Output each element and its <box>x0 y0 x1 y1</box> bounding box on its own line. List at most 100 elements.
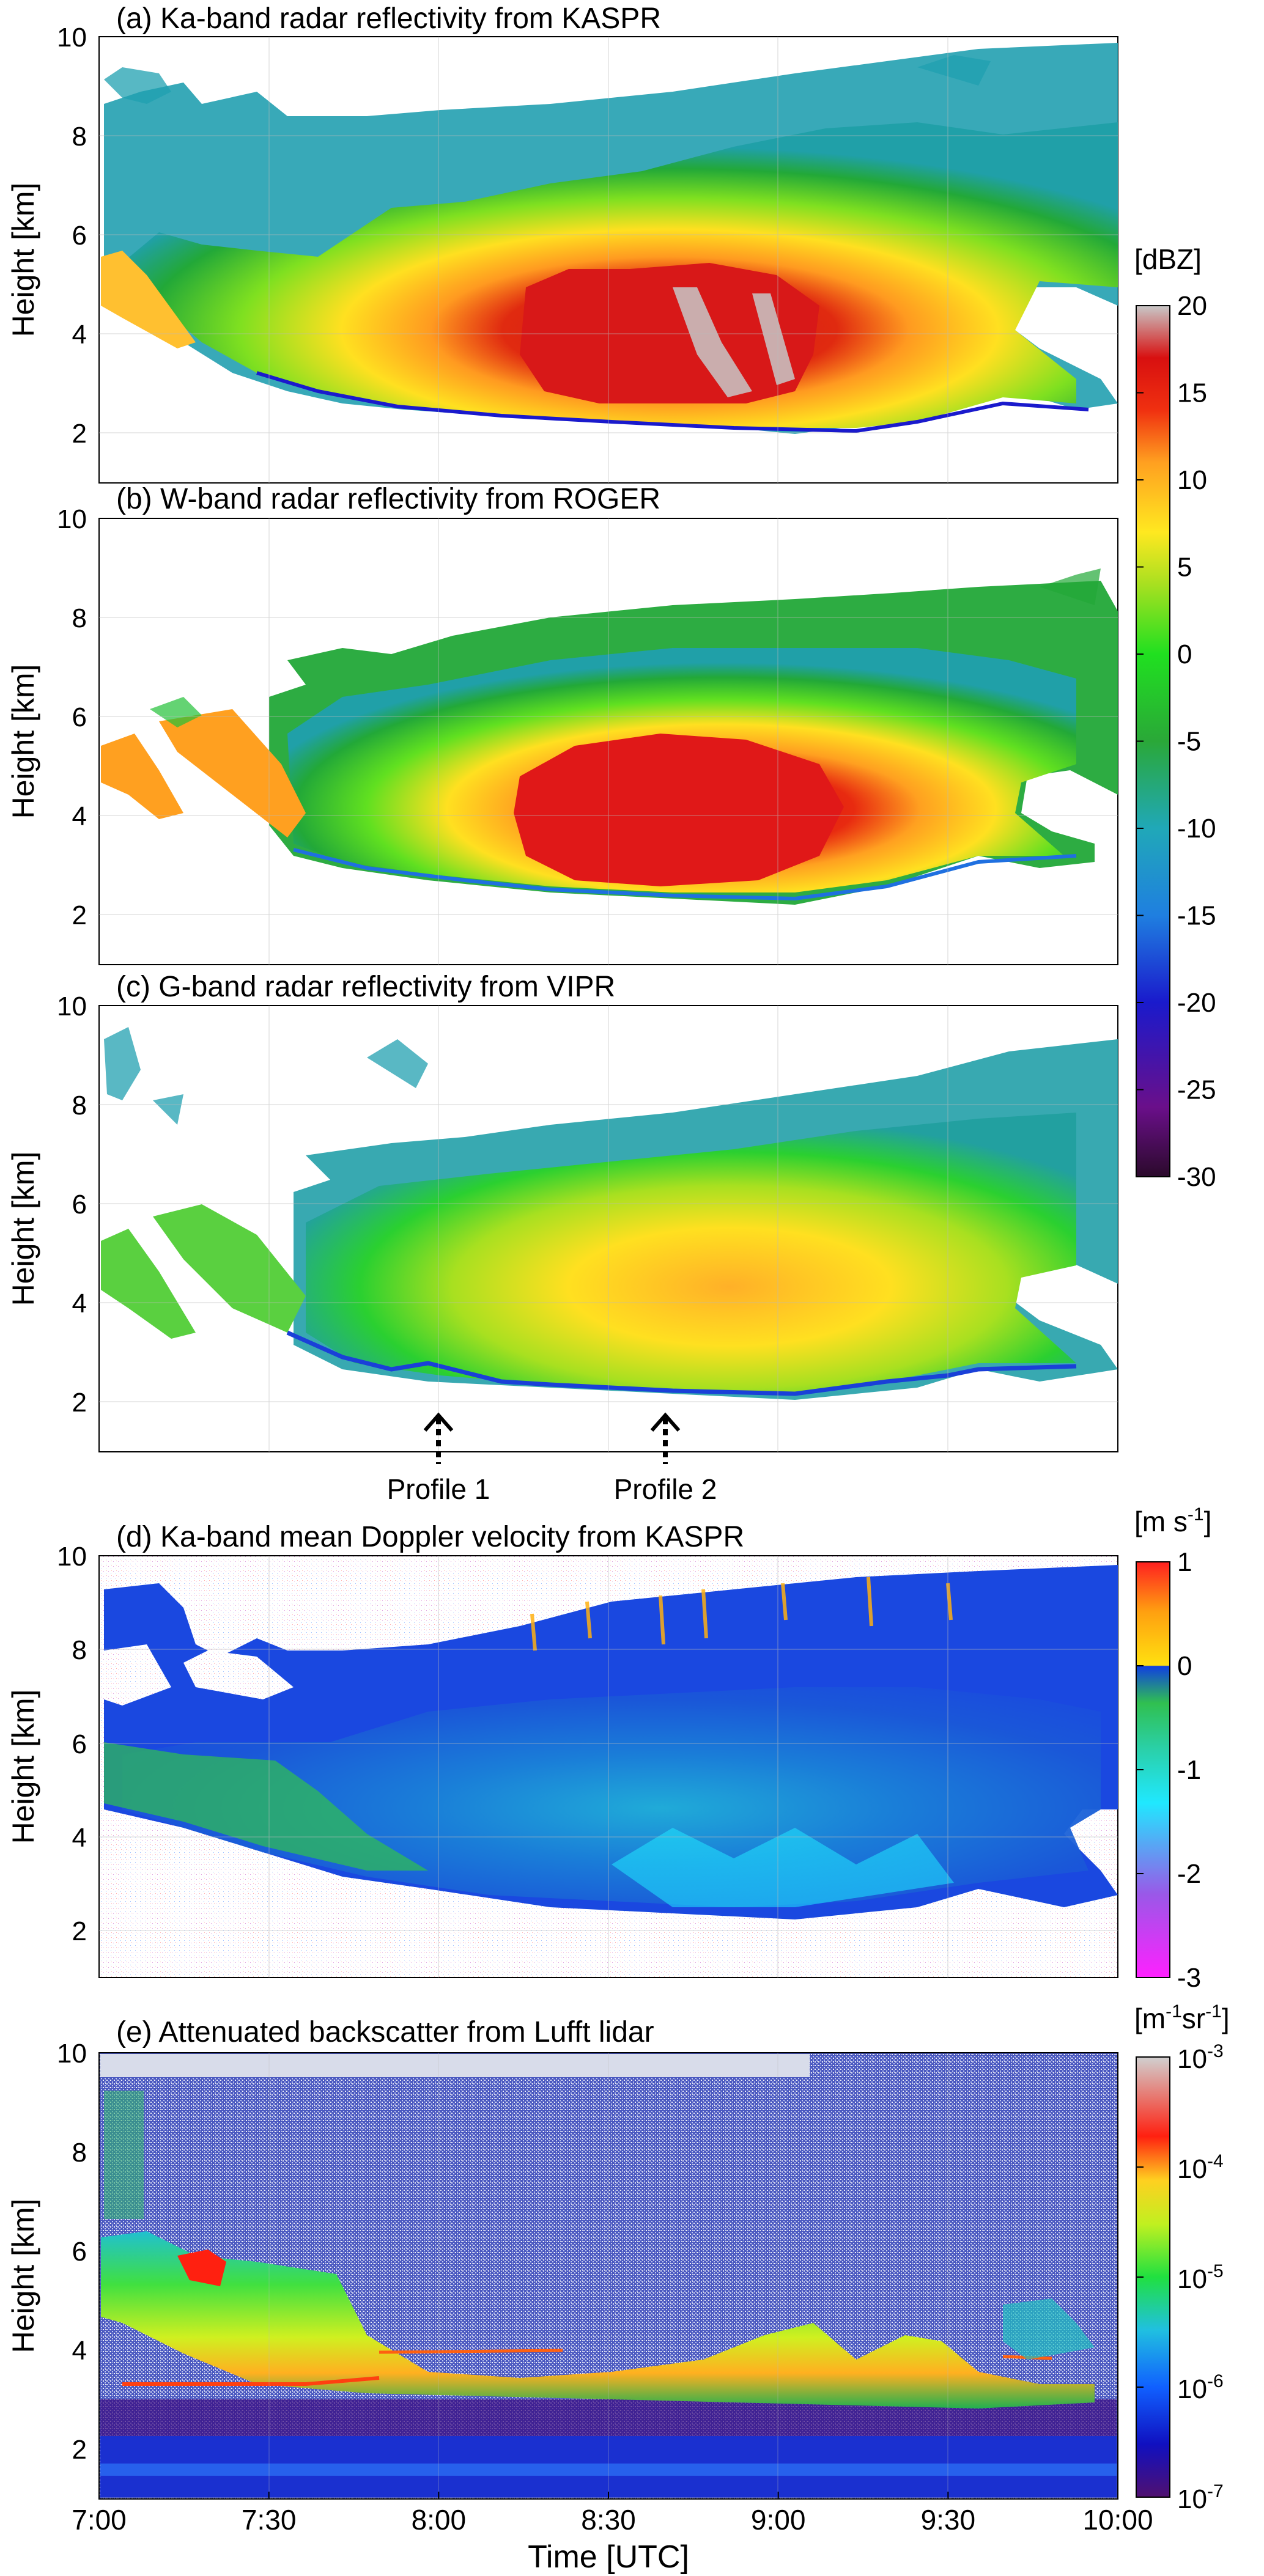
panel-d: (d) Ka-band mean Doppler velocity from K… <box>6 1504 1211 1993</box>
panel-b-left-strip-green <box>150 697 202 727</box>
panel-d-ytick-6: 6 <box>72 1729 87 1759</box>
profile-1-label: Profile 1 <box>387 1473 490 1505</box>
panel-e-xtick-label: 9:30 <box>921 2504 976 2536</box>
panel-b-title: (b) W-band radar reflectivity from ROGER <box>116 483 660 515</box>
panel-e-xtick-label: 10:00 <box>1082 2504 1153 2536</box>
panel-a-gridlines <box>99 37 1118 483</box>
panel-c-heatmap <box>101 1027 1118 1400</box>
panel-a-heatmap <box>101 43 1118 434</box>
reflectivity-colorbar: [dBZ] 20 15 10 5 0 -5 -10 -15 -20 -25 -30 <box>1134 243 1216 1192</box>
panel-e-cloud-right <box>1003 2298 1095 2360</box>
panel-b-top-cirrus <box>1040 569 1101 605</box>
panel-a-ylabel: Height [km] <box>6 183 40 337</box>
panel-e-surface-layer-light <box>100 2464 1117 2476</box>
panel-d-title: (d) Ka-band mean Doppler velocity from K… <box>116 1521 744 1553</box>
velocity-colorbar-tick-label: 1 <box>1177 1547 1192 1577</box>
profile-2-marker: Profile 2 <box>614 1412 717 1505</box>
reflectivity-colorbar-tick-label: 10 <box>1177 465 1207 495</box>
velocity-colorbar-ticks: 1 0 -1 -2 -3 <box>1136 1547 1201 1993</box>
profile-1-marker: Profile 1 <box>387 1412 490 1505</box>
panel-e-yticks: 10 8 6 4 2 <box>57 2039 87 2465</box>
reflectivity-colorbar-tick-label: 15 <box>1177 378 1207 408</box>
velocity-colorbar-tick-label: -3 <box>1177 1963 1201 1993</box>
panel-c-ylabel: Height [km] <box>6 1152 40 1306</box>
panel-d-cyan-lower <box>612 1828 954 1907</box>
panel-a-ytick-6: 6 <box>72 221 87 251</box>
reflectivity-colorbar-tick-label: -20 <box>1177 988 1216 1018</box>
panel-a-ytick-4: 4 <box>72 320 87 350</box>
panel-e-left-column <box>104 2091 144 2219</box>
reflectivity-colorbar-tick-label: -25 <box>1177 1075 1216 1105</box>
panel-e-ylabel: Height [km] <box>6 2199 40 2353</box>
panel-c-gridlines <box>99 1006 1118 1452</box>
panel-a-ytick-2: 2 <box>72 419 87 449</box>
panel-b-red-core <box>514 734 844 886</box>
panel-a: (a) Ka-band radar reflectivity from KASP… <box>6 2 1118 484</box>
lidar-colorbar-tick-label: 10-4 <box>1177 2151 1224 2184</box>
lidar-colorbar-unit: [m-1sr-1] <box>1134 2001 1230 2034</box>
lidar-colorbar-tick-label: 10-3 <box>1177 2041 1224 2074</box>
panel-c-ytick-10: 10 <box>57 992 87 1021</box>
panel-d-green-band <box>104 1742 428 1871</box>
lidar-colorbar-ticks: 10-3 10-4 10-5 10-6 10-7 <box>1136 2041 1224 2514</box>
panel-e-xtick-label: 7:00 <box>72 2504 127 2536</box>
panel-e-xtick-label: 7:30 <box>242 2504 297 2536</box>
panel-d-ytick-10: 10 <box>57 1542 87 1572</box>
lidar-colorbar-tick-label: 10-7 <box>1177 2481 1224 2514</box>
velocity-colorbar: [m s-1] 1 0 -1 -2 -3 <box>1134 1504 1211 1993</box>
reflectivity-colorbar-tick-label: -30 <box>1177 1162 1216 1192</box>
reflectivity-colorbar-tick-label: -10 <box>1177 814 1216 844</box>
panel-a-title: (a) Ka-band radar reflectivity from KASP… <box>116 2 661 35</box>
panel-e-cloud-layer <box>101 2231 1095 2409</box>
panel-e-xtick-label: 8:00 <box>412 2504 467 2536</box>
panel-b-ylabel: Height [km] <box>6 664 40 819</box>
reflectivity-colorbar-ticks: 20 15 10 5 0 -5 -10 -15 -20 -25 -30 <box>1136 291 1216 1192</box>
panel-e-ytick-10: 10 <box>57 2039 87 2069</box>
panel-d-heatmap <box>104 1565 1118 1919</box>
panel-d-yticks: 10 8 6 4 2 <box>57 1542 87 1946</box>
panel-c-left-strip <box>101 1204 306 1339</box>
reflectivity-colorbar-unit: [dBZ] <box>1134 243 1202 275</box>
panel-c-cloud-core <box>306 1113 1076 1394</box>
panel-e-red-core <box>177 2250 226 2286</box>
panel-e-ytick-2: 2 <box>72 2435 87 2465</box>
panel-d-gridlines <box>99 1556 1118 1978</box>
panel-a-left-strip <box>101 251 196 348</box>
panel-d-ytick-4: 4 <box>72 1823 87 1853</box>
panel-e-ytick-8: 8 <box>72 2138 87 2168</box>
panel-e-xtick-label: 8:30 <box>581 2504 636 2536</box>
velocity-colorbar-tick-label: -1 <box>1177 1755 1201 1785</box>
panel-e-xlabel: Time [UTC] <box>528 2539 689 2575</box>
panel-a-red-core <box>520 263 819 403</box>
reflectivity-colorbar-tick-label: 5 <box>1177 553 1192 583</box>
panel-e: (e) Attenuated backscatter from Lufft li… <box>6 2001 1230 2575</box>
velocity-colorbar-tick-label: -2 <box>1177 1859 1201 1889</box>
panel-c-ytick-6: 6 <box>72 1190 87 1220</box>
panel-a-base-edge <box>256 371 1089 433</box>
panel-d-ytick-2: 2 <box>72 1916 87 1946</box>
panel-c-ytick-2: 2 <box>72 1388 87 1418</box>
velocity-colorbar-tick-label: 0 <box>1177 1651 1192 1681</box>
panel-e-gridlines <box>268 2053 948 2499</box>
profile-1-arrow-head <box>423 1412 454 1432</box>
panel-e-aerosol-line <box>122 2376 380 2386</box>
panel-e-heatmap <box>100 2054 1117 2497</box>
panel-e-xticks: 7:00 7:30 8:00 8:30 9:00 9:30 10:00 <box>72 2492 1153 2536</box>
panel-e-xtick-label: 9:00 <box>751 2504 806 2536</box>
velocity-colorbar-unit: [m s-1] <box>1134 1504 1211 1537</box>
panel-b-ytick-2: 2 <box>72 900 87 930</box>
lidar-colorbar-tick-label: 10-6 <box>1177 2371 1224 2404</box>
panel-a-grey-core <box>673 287 795 397</box>
panel-d-ylabel: Height [km] <box>6 1690 40 1844</box>
lidar-colorbar: [m-1sr-1] 10-3 10-4 10-5 10-6 10-7 <box>1134 2001 1230 2514</box>
reflectivity-colorbar-tick-label: 20 <box>1177 291 1207 321</box>
panel-b-yticks: 10 8 6 4 2 <box>57 504 87 930</box>
panel-d-ytick-8: 8 <box>72 1635 87 1665</box>
panel-e-ytick-4: 4 <box>72 2336 87 2366</box>
panel-c-base-edge <box>286 1330 1077 1396</box>
panel-c-title: (c) G-band radar reflectivity from VIPR <box>116 971 615 1003</box>
profile-2-label: Profile 2 <box>614 1473 717 1505</box>
reflectivity-colorbar-tick-label: 0 <box>1177 639 1192 669</box>
profile-2-arrow-head <box>650 1412 681 1432</box>
